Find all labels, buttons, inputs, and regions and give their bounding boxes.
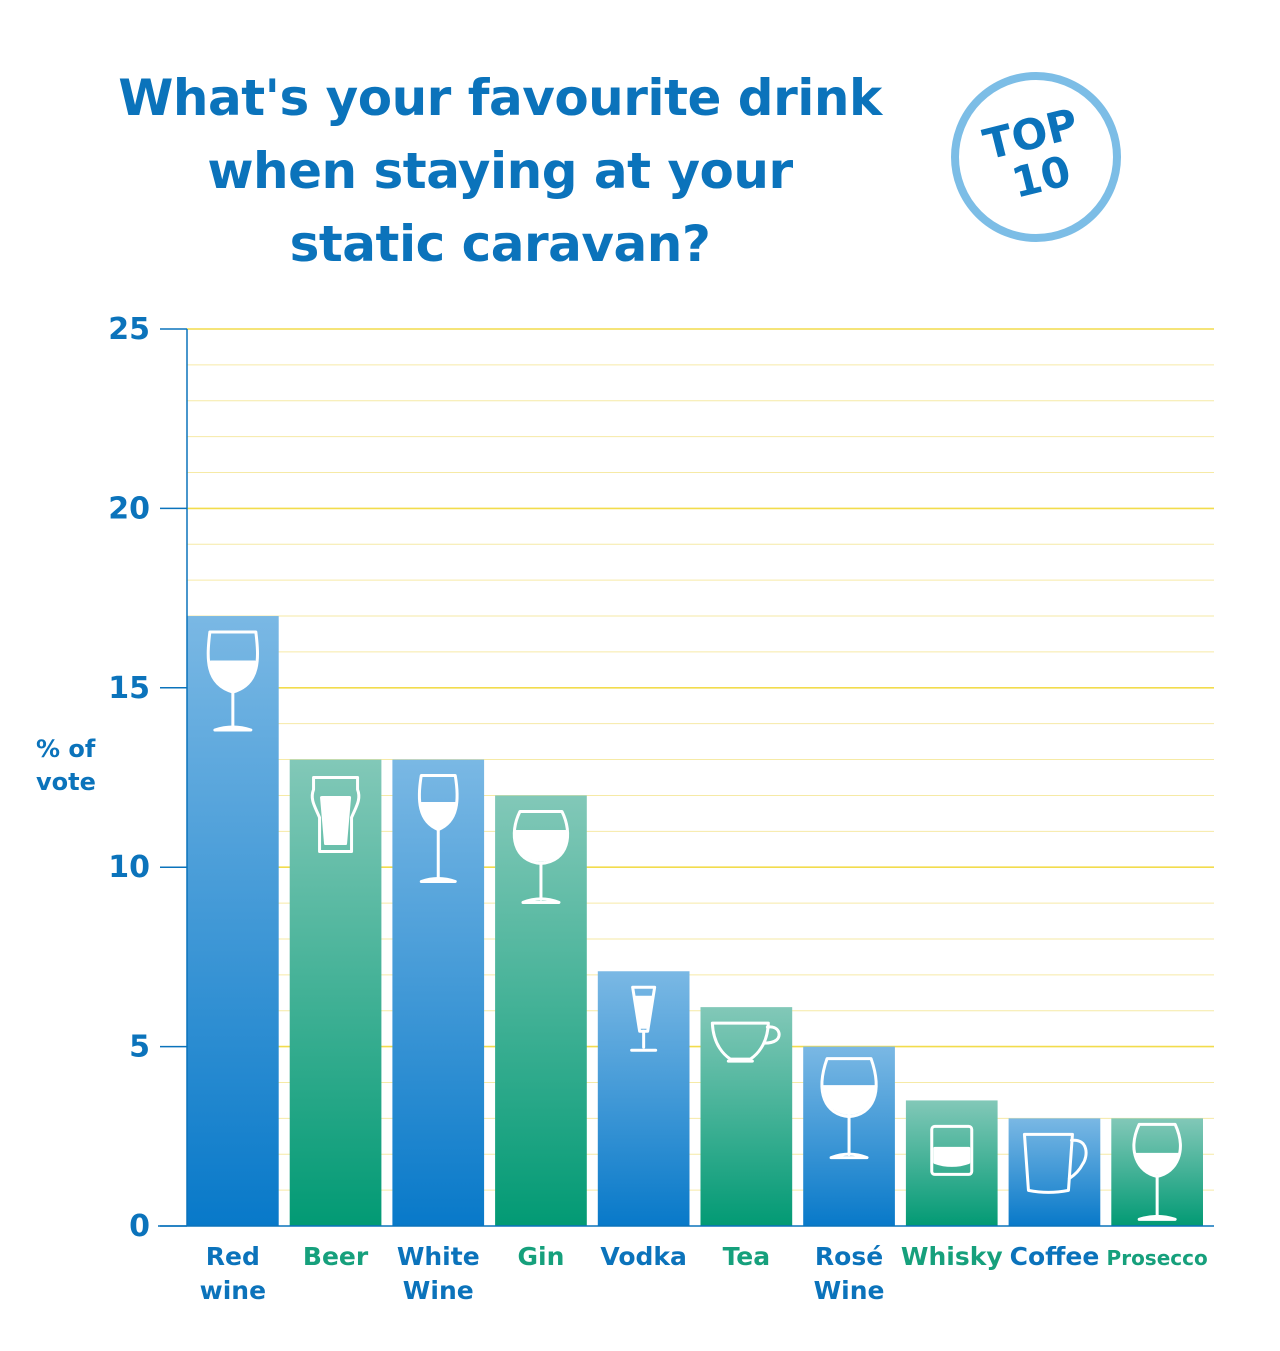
prosecco-glass-icon — [1132, 1122, 1182, 1221]
gin-glass-icon — [512, 809, 570, 904]
wine-fill — [820, 1085, 878, 1116]
chart-title: What's your favourite drink when staying… — [90, 62, 910, 281]
gin-fill — [513, 829, 569, 862]
glass-foot — [1137, 1214, 1177, 1221]
mug-handle — [1067, 1138, 1088, 1180]
category-label: Wine — [403, 1276, 474, 1305]
mug-body — [1022, 1132, 1074, 1194]
top-10-badge: TOP 10 — [951, 72, 1121, 242]
glass-body — [310, 776, 361, 854]
category-label: Gin — [518, 1242, 565, 1271]
y-tick-label: 10 — [108, 850, 150, 885]
coffee-mug-icon — [1022, 1132, 1088, 1194]
glass-foot — [521, 897, 561, 904]
wine-fill — [209, 660, 257, 691]
y-tick-label: 20 — [108, 491, 150, 526]
vodka-fill — [633, 995, 655, 1029]
white-wine-glass-icon — [417, 774, 459, 884]
y-axis-label-line: % of — [36, 735, 96, 763]
category-label: Prosecco — [1107, 1246, 1208, 1270]
category-label: Whisky — [901, 1242, 1003, 1271]
whisky-fill — [933, 1146, 971, 1167]
red-wine-glass-icon — [206, 630, 259, 732]
beer-glass-icon — [310, 776, 361, 854]
wine-fill — [1133, 1152, 1181, 1175]
vodka-glass-icon — [630, 985, 658, 1052]
glass-foot — [213, 725, 253, 732]
category-label: Tea — [723, 1242, 771, 1271]
glass-foot — [829, 1152, 869, 1160]
title-line: static caravan? — [289, 215, 711, 273]
glass-foot — [419, 877, 457, 884]
y-tick-label: 25 — [108, 312, 150, 347]
category-label: White — [397, 1242, 480, 1271]
category-label: wine — [200, 1276, 266, 1305]
cup-handle — [762, 1025, 781, 1045]
title-line: when staying at your — [207, 142, 793, 200]
y-tick-label: 0 — [129, 1209, 150, 1244]
category-label: Beer — [303, 1242, 369, 1271]
cup-body — [710, 1021, 770, 1061]
category-label: Red — [206, 1242, 260, 1271]
whisky-tumbler-icon — [930, 1124, 974, 1176]
title-line: What's your favourite drink — [118, 69, 882, 127]
category-label: Vodka — [600, 1242, 687, 1271]
category-label: Wine — [814, 1276, 885, 1305]
beer-fill — [320, 796, 352, 846]
y-tick-label: 15 — [108, 671, 150, 706]
wine-fill — [419, 802, 457, 829]
category-label: Rosé — [815, 1242, 883, 1271]
category-label: Coffee — [1010, 1242, 1100, 1271]
y-axis-label: % of vote — [36, 733, 116, 799]
tumbler-body — [930, 1124, 974, 1176]
y-tick-label: 5 — [129, 1030, 150, 1065]
rose-wine-glass-icon — [820, 1057, 878, 1160]
y-axis-label-line: vote — [36, 768, 96, 796]
tea-cup-icon — [710, 1021, 781, 1063]
